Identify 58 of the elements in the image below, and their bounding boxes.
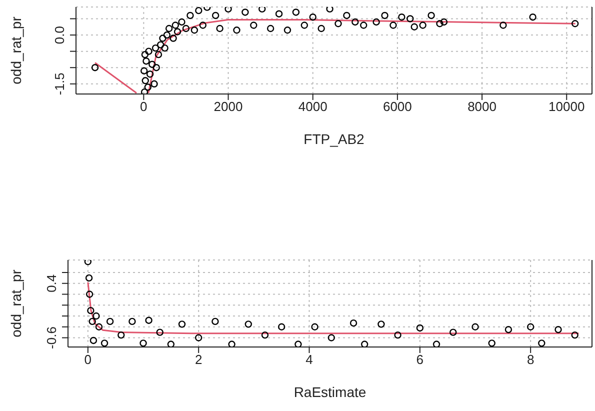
point bbox=[178, 320, 186, 328]
point bbox=[571, 331, 578, 339]
point bbox=[360, 340, 368, 347]
point bbox=[106, 318, 114, 326]
point bbox=[538, 340, 546, 347]
x-tick-label: 2000 bbox=[214, 99, 243, 114]
point bbox=[88, 318, 96, 326]
point bbox=[118, 331, 125, 339]
point bbox=[86, 290, 94, 298]
point bbox=[145, 316, 152, 324]
point bbox=[87, 306, 94, 314]
point bbox=[244, 320, 252, 328]
point bbox=[261, 331, 269, 339]
y-tick-label: -1.5 bbox=[52, 72, 67, 96]
point bbox=[228, 340, 236, 347]
x-tick-label: 2 bbox=[194, 352, 202, 368]
x-tick-label: 6 bbox=[416, 352, 424, 368]
point bbox=[85, 274, 93, 282]
point bbox=[90, 336, 98, 344]
point bbox=[100, 340, 108, 347]
x-axis-title: FTP_AB2 bbox=[304, 131, 365, 147]
point bbox=[194, 334, 202, 342]
point bbox=[328, 334, 335, 342]
point bbox=[311, 323, 318, 330]
point bbox=[128, 318, 136, 326]
point bbox=[394, 331, 402, 339]
point bbox=[378, 320, 385, 328]
y-tick-label: -0.6 bbox=[44, 326, 59, 349]
point bbox=[167, 340, 175, 347]
y-axis-title: odd_rat_pr bbox=[8, 269, 24, 338]
x-tick-label: 4000 bbox=[298, 99, 328, 114]
point bbox=[504, 326, 512, 334]
point bbox=[156, 328, 164, 336]
point bbox=[526, 323, 534, 330]
point bbox=[278, 323, 286, 330]
x-tick-label: 0 bbox=[140, 99, 148, 114]
point bbox=[350, 319, 358, 327]
x-tick-label: 10000 bbox=[548, 99, 585, 114]
x-tick-label: 6000 bbox=[382, 99, 412, 114]
point bbox=[294, 340, 302, 347]
x-tick-label: 0 bbox=[84, 352, 92, 368]
y-axis-title: odd_rat_pr bbox=[8, 16, 24, 84]
point bbox=[432, 340, 440, 347]
point bbox=[554, 326, 562, 334]
y-tick-label: 0.4 bbox=[44, 274, 59, 292]
point bbox=[140, 340, 147, 347]
point bbox=[488, 340, 496, 347]
point bbox=[95, 323, 103, 330]
point bbox=[212, 318, 219, 326]
point bbox=[450, 328, 457, 336]
x-tick-label: 4 bbox=[306, 352, 313, 368]
x-tick-label: 8 bbox=[526, 352, 534, 368]
y-tick-label: 0.0 bbox=[52, 26, 67, 44]
point bbox=[416, 324, 424, 332]
point bbox=[92, 312, 100, 320]
x-axis-title: RaEstimate bbox=[294, 384, 366, 400]
x-tick-label: 8000 bbox=[468, 99, 496, 114]
point bbox=[472, 323, 479, 330]
